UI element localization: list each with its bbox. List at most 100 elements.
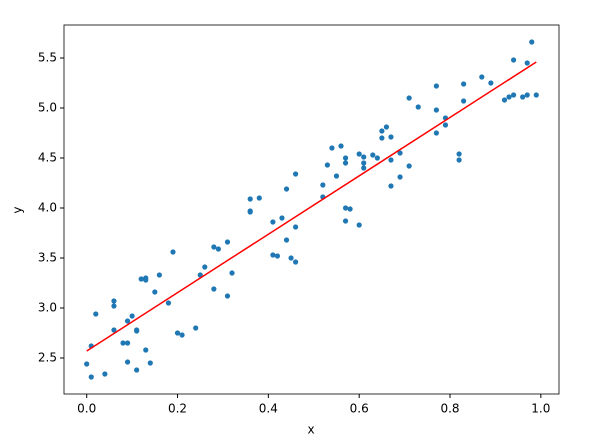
point: [356, 151, 362, 157]
point: [461, 98, 467, 104]
point: [224, 293, 231, 299]
point: [111, 327, 117, 333]
fit-line: [86, 61, 537, 352]
point: [383, 124, 390, 130]
point: [338, 143, 344, 149]
point: [379, 135, 385, 141]
point: [274, 253, 281, 259]
point: [120, 340, 126, 346]
point: [397, 174, 403, 180]
point: [293, 171, 299, 177]
point: [215, 246, 222, 252]
point: [524, 92, 530, 98]
point: [479, 74, 485, 80]
point: [111, 298, 117, 304]
plot-frame: [63, 24, 560, 395]
point: [388, 183, 394, 189]
point: [165, 300, 172, 306]
point: [211, 244, 217, 250]
point: [129, 313, 135, 319]
point: [256, 195, 262, 201]
point: [320, 182, 326, 188]
x-tick-label: 0.6: [350, 402, 369, 416]
point: [388, 134, 394, 140]
point: [156, 272, 162, 278]
point: [124, 340, 131, 346]
point: [433, 83, 439, 89]
point: [433, 107, 439, 113]
point: [324, 162, 330, 168]
point: [93, 311, 99, 317]
x-tick-label: 0.2: [168, 402, 187, 416]
point: [356, 222, 362, 228]
point: [283, 237, 290, 243]
point: [147, 360, 153, 366]
point: [124, 318, 131, 324]
point: [329, 145, 335, 151]
point: [342, 160, 349, 166]
point: [333, 173, 340, 179]
y-tick-label: 4.0: [38, 201, 57, 215]
x-tick-label: 1.0: [531, 402, 550, 416]
point: [379, 128, 385, 134]
point: [279, 215, 285, 221]
point: [370, 152, 376, 158]
point: [202, 264, 208, 270]
point: [174, 330, 181, 336]
point: [510, 57, 517, 63]
point: [270, 252, 276, 258]
point: [461, 81, 467, 87]
point: [143, 347, 149, 353]
point: [211, 286, 217, 292]
y-tick-label: 3.5: [38, 251, 57, 265]
point: [415, 104, 421, 110]
point: [374, 155, 380, 161]
point: [84, 361, 90, 367]
point: [247, 196, 253, 202]
point: [342, 205, 349, 211]
point: [134, 367, 140, 373]
point: [501, 97, 508, 103]
point: [293, 259, 299, 265]
point: [361, 165, 367, 171]
point: [342, 218, 349, 224]
y-axis-label: y: [11, 206, 25, 213]
point: [170, 249, 176, 255]
x-tick-label: 0.4: [259, 402, 278, 416]
point: [293, 224, 299, 230]
point: [143, 277, 149, 283]
point: [456, 157, 462, 163]
x-tick-label: 0.8: [440, 402, 459, 416]
point: [388, 157, 394, 163]
y-tick-label: 2.5: [38, 351, 57, 365]
point: [456, 151, 462, 157]
point: [102, 371, 108, 377]
point: [524, 60, 530, 66]
point: [342, 155, 349, 161]
point: [138, 276, 144, 282]
point: [224, 239, 231, 245]
point: [533, 92, 539, 98]
x-tick-label: 0.0: [77, 402, 96, 416]
point: [529, 39, 535, 45]
point: [510, 92, 517, 98]
point: [488, 80, 494, 86]
point: [347, 206, 353, 212]
point: [193, 325, 199, 331]
y-tick-label: 5.0: [38, 101, 57, 115]
point: [397, 150, 403, 156]
point: [442, 122, 449, 128]
point: [270, 219, 276, 225]
point: [229, 270, 235, 276]
point: [506, 94, 512, 100]
point: [283, 186, 290, 192]
x-axis-label: x: [307, 423, 314, 437]
point: [520, 94, 526, 100]
point: [406, 163, 412, 169]
point: [152, 289, 158, 295]
point: [433, 130, 439, 136]
point: [111, 303, 117, 309]
point: [361, 154, 367, 160]
